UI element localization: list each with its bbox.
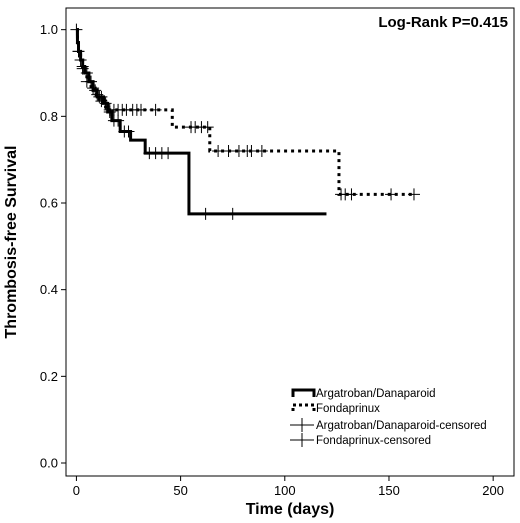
censor-mark [255, 145, 268, 157]
x-tick-label: 150 [378, 483, 400, 498]
censor-mark [199, 207, 212, 220]
censor-mark [95, 95, 108, 108]
censor-mark [201, 121, 214, 134]
censor-mark [212, 145, 225, 157]
x-tick-label: 0 [73, 483, 80, 498]
censor-mark [407, 188, 420, 201]
legend-swatch-fondaprinux [291, 403, 316, 411]
legend-item-fondaprinux-censored: Fondaprinux-censored [290, 433, 431, 447]
legend-label-argatroban-censored: Argatroban/Danaparoid-censored [316, 420, 487, 432]
legend-item-argatroban: Argatroban/Danaparoid [291, 388, 436, 400]
y-tick-label: 0.0 [40, 456, 58, 471]
censor-mark [245, 145, 258, 157]
censor-mark [226, 207, 239, 220]
censor-mark [162, 147, 175, 160]
x-tick-label: 100 [274, 483, 296, 498]
y-axis: 0.0 0.2 0.4 0.6 0.8 1.0 [40, 22, 66, 471]
legend-swatch-fondaprinux-censored [290, 433, 314, 447]
censor-mark [122, 125, 135, 138]
survival-line-2 [75, 28, 414, 196]
y-tick-label: 0.8 [40, 109, 58, 124]
legend-label-fondaprinux-censored: Fondaprinux-censored [316, 435, 431, 447]
censor-mark [80, 75, 93, 88]
x-tick-label: 200 [482, 483, 504, 498]
x-axis: 0 50 100 150 200 [73, 476, 504, 498]
y-tick-label: 0.2 [40, 369, 58, 384]
x-tick-label: 50 [173, 483, 187, 498]
legend-item-fondaprinux: Fondaprinux [291, 403, 380, 415]
censor-mark [135, 103, 148, 116]
survival-curves [75, 28, 414, 216]
censor-mark [72, 45, 85, 58]
legend-item-argatroban-censored: Argatroban/Danaparoid-censored [290, 418, 487, 432]
censor-mark [149, 103, 162, 116]
censor-mark [112, 114, 125, 127]
censor-mark [345, 188, 358, 201]
censor-marks [70, 23, 420, 220]
legend: Argatroban/Danaparoid Fondaprinux Argatr… [290, 388, 487, 447]
y-tick-label: 0.4 [40, 282, 58, 297]
x-axis-title: Time (days) [246, 501, 335, 518]
log-rank-annotation: Log-Rank P=0.415 [378, 14, 508, 31]
censor-mark [76, 62, 89, 75]
censor-mark [385, 188, 398, 201]
censor-mark [87, 82, 100, 95]
y-tick-label: 1.0 [40, 22, 58, 37]
legend-swatch-argatroban-censored [290, 418, 314, 432]
legend-swatch-argatroban [291, 388, 316, 397]
legend-label-argatroban: Argatroban/Danaparoid [316, 388, 436, 400]
censor-mark [74, 54, 87, 66]
y-axis-title: Thrombosis-free Survival [3, 146, 20, 339]
censor-mark [70, 23, 83, 36]
plot-frame [65, 7, 515, 477]
legend-label-fondaprinux: Fondaprinux [316, 403, 380, 415]
censor-mark [222, 145, 235, 157]
y-tick-label: 0.6 [40, 196, 58, 211]
censor-mark [91, 88, 104, 101]
